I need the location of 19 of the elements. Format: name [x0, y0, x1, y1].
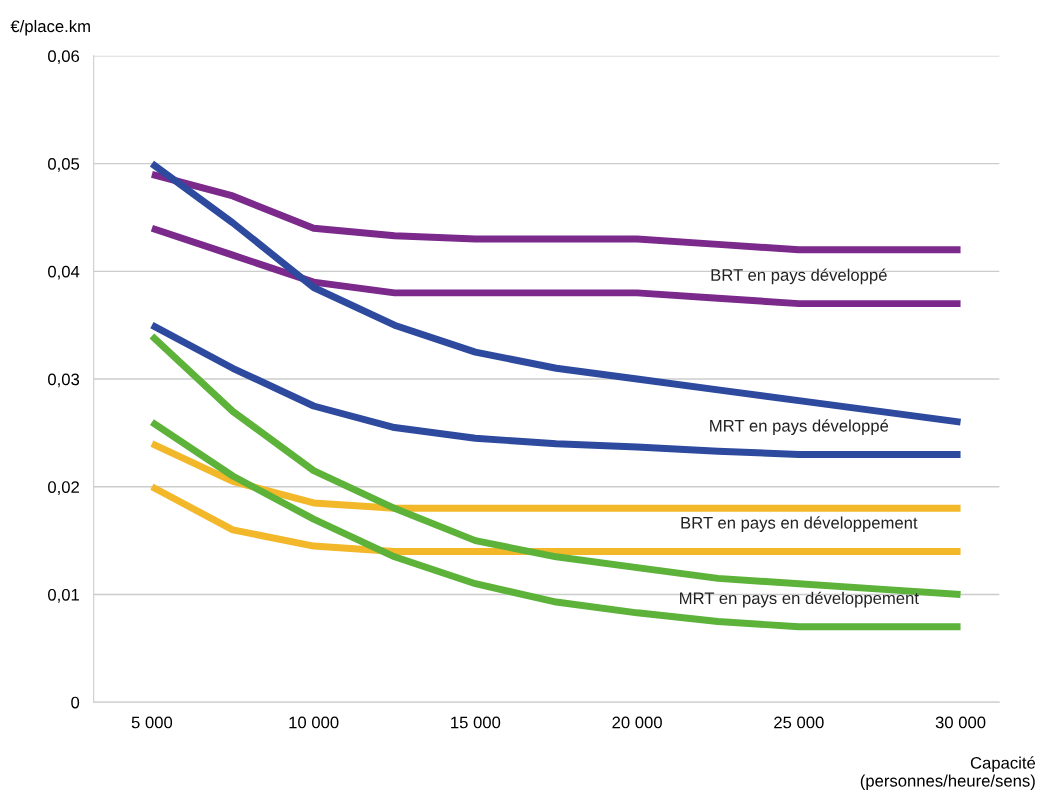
- x-tick-label: 10 000: [289, 716, 339, 729]
- series-label: MRT en pays développé: [710, 419, 889, 436]
- x-tick-label: 25 000: [774, 716, 824, 729]
- y-tick-label: 0,06: [48, 50, 80, 65]
- x-tick-label: 30 000: [935, 716, 986, 729]
- x-axis-title: Capacité (personnes/heure/sens): [860, 756, 1036, 791]
- x-tick-label: 20 000: [612, 716, 662, 729]
- series-label: BRT en pays développé: [711, 268, 887, 285]
- y-tick-label: 0,02: [48, 481, 79, 495]
- x-tick-label: 15 000: [451, 716, 501, 729]
- y-axis-title: €/place.km: [10, 19, 90, 36]
- y-tick-label: 0: [71, 696, 80, 709]
- y-tick-label: 0,03: [48, 373, 80, 388]
- x-tick-label: 5 000: [131, 716, 173, 729]
- y-tick-label: 0,04: [48, 265, 80, 280]
- y-tick-label: 0,01: [48, 588, 79, 603]
- series-label: MRT en pays en développement: [680, 591, 919, 608]
- series-label: BRT en pays en développement: [681, 516, 918, 532]
- y-tick-label: 0,05: [48, 157, 80, 172]
